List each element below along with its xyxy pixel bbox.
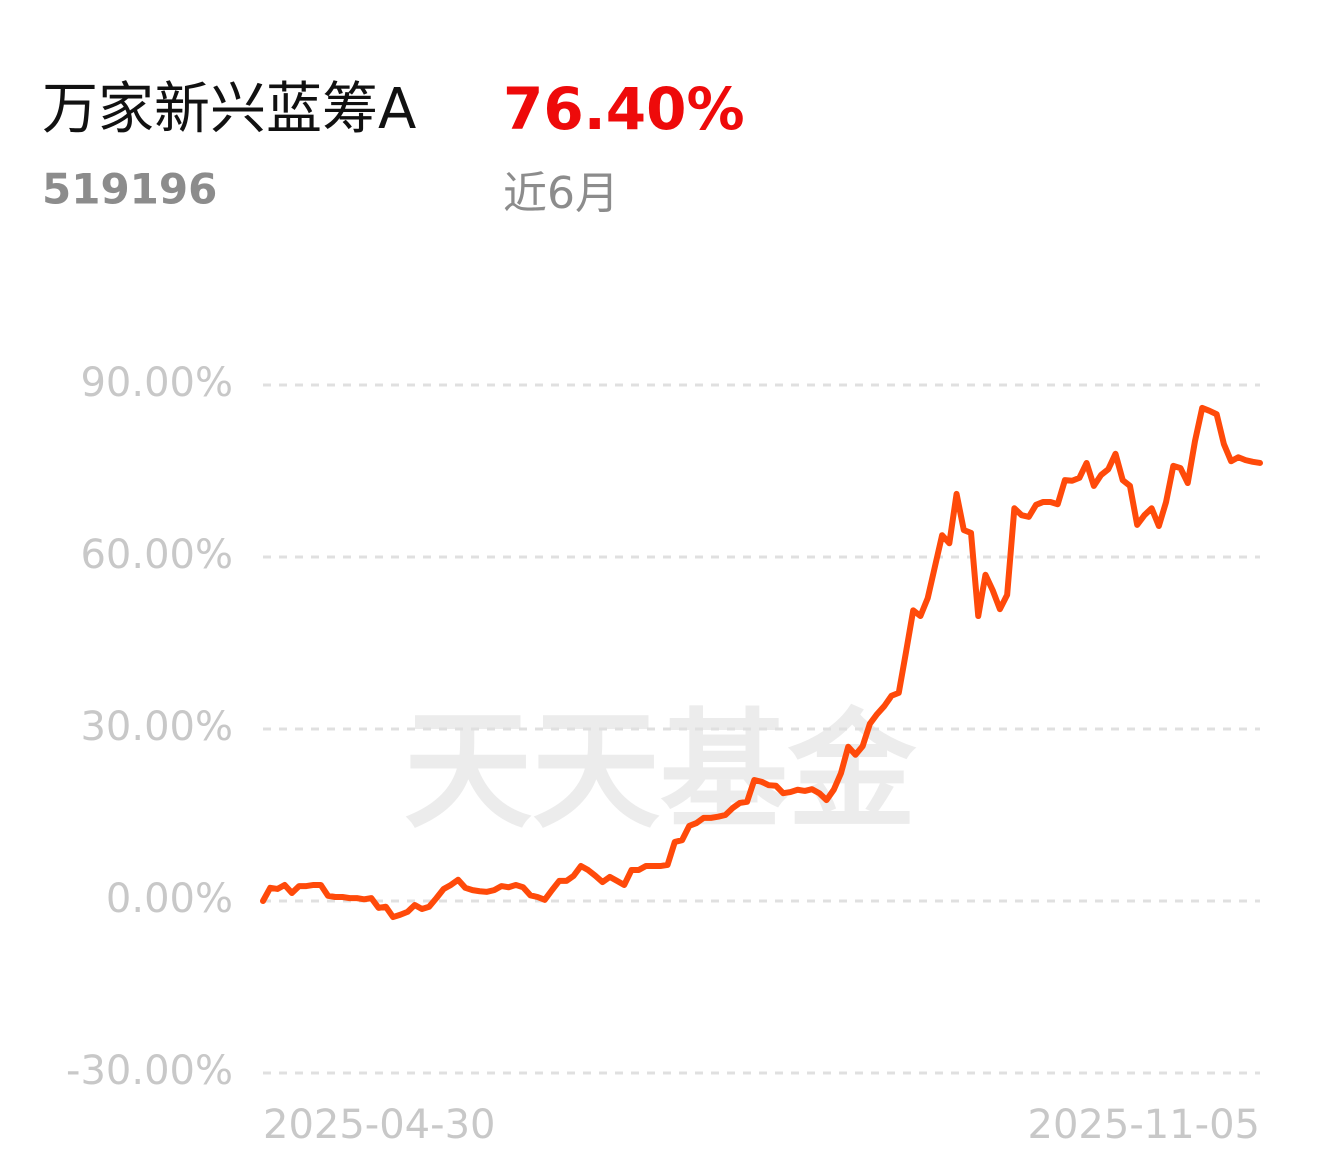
y-tick-label: 0.00% [106,876,233,922]
fund-name: 万家新兴蓝筹A [42,77,416,142]
y-tick-label: -30.00% [66,1048,233,1094]
line [260,404,1263,921]
x-tick-label: 2025-11-05 [1028,1102,1260,1148]
period: 近6月 [503,168,619,219]
watermark: 天天基金 [404,697,917,846]
y-tick-label: 60.00% [80,532,233,578]
fund-code: 519196 [42,165,217,214]
x-tick-label: 2025-04-30 [263,1102,495,1148]
y-tick-label: 90.00% [80,360,233,406]
return: 76.40% [503,75,745,143]
y-tick-label: 30.00% [80,704,233,750]
